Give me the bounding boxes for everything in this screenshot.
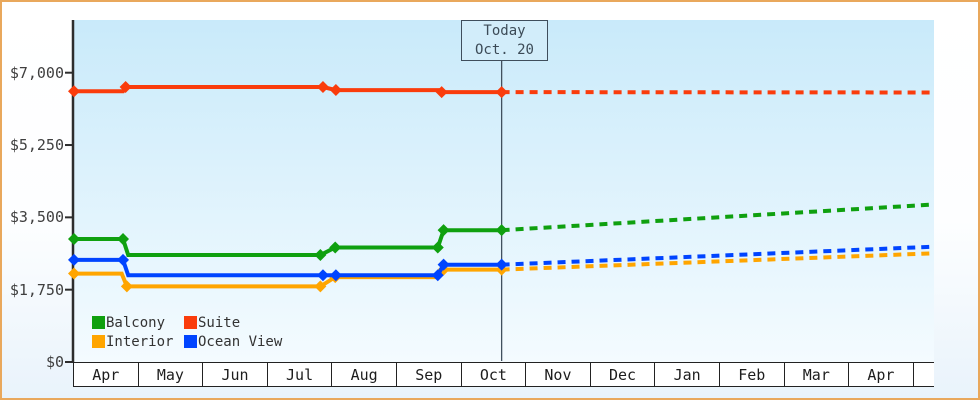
y-axis-label: $0	[45, 353, 64, 371]
month-axis: Apr May Jun Jul Aug Sep Oct Nov Dec Jan Feb Mar Apr	[73, 362, 934, 387]
series-interior-forecast-line	[501, 251, 934, 272]
series-ocean-view-forecast-line	[501, 244, 934, 267]
month-cell-dec-8: Dec	[591, 363, 656, 386]
today-date: Oct. 20	[474, 41, 534, 58]
month-cell-apr-12: Apr	[849, 363, 914, 386]
y-axis-label: $7,000	[9, 63, 64, 82]
legend-label: Ocean View	[198, 333, 283, 350]
series-balcony-marker	[329, 241, 342, 254]
legend-label: Interior	[106, 333, 174, 350]
series-balcony-marker	[495, 224, 508, 237]
month-cell-jan-9: Jan	[655, 363, 720, 386]
month-cell-may-1: May	[139, 363, 204, 386]
series-ocean-view-marker	[329, 269, 342, 282]
month-cell-apr-0: Apr	[74, 363, 139, 386]
legend-item-balcony: Balcony	[92, 313, 184, 332]
series-suite-marker	[435, 86, 448, 99]
series-interior-marker	[120, 280, 133, 293]
month-cell-aug-4: Aug	[332, 363, 397, 386]
series-suite-marker	[495, 86, 508, 99]
series-suite-marker	[119, 80, 132, 93]
series-ocean-view-marker	[437, 258, 450, 271]
month-cell-feb-10: Feb	[720, 363, 785, 386]
y-axis-label: $3,500	[9, 208, 64, 227]
month-cell-sep-5: Sep	[397, 363, 462, 386]
today-annotation-box: Today Oct. 20	[461, 20, 548, 61]
month-cell-empty	[914, 363, 934, 386]
month-cell-jul-3: Jul	[268, 363, 333, 386]
series-ocean-view-marker	[431, 269, 444, 282]
month-cell-mar-11: Mar	[785, 363, 850, 386]
legend-swatch-icon	[92, 316, 105, 329]
y-axis-label: $5,250	[9, 136, 64, 155]
series-suite-marker	[68, 85, 80, 98]
legend-swatch-icon	[184, 335, 197, 348]
legend-item-ocean-view: Ocean View	[184, 332, 282, 351]
month-cell-oct-6: Oct	[462, 363, 527, 386]
series-balcony-marker	[68, 233, 80, 246]
series-balcony-forecast-line	[501, 202, 934, 233]
legend-label: Suite	[198, 314, 241, 331]
series-balcony-marker	[117, 233, 130, 246]
series-interior-marker	[314, 280, 327, 293]
legend-item-suite: Suite	[184, 313, 282, 332]
legend-swatch-icon	[184, 316, 197, 329]
legend: Balcony Suite Interior Ocean View	[92, 313, 282, 351]
series-suite-marker	[316, 80, 329, 93]
series-interior-marker	[68, 267, 80, 280]
month-cell-nov-7: Nov	[526, 363, 591, 386]
today-label: Today	[483, 22, 526, 39]
plot-background	[74, 20, 934, 362]
series-balcony-marker	[437, 224, 450, 237]
legend-item-interior: Interior	[92, 332, 184, 351]
series-suite-marker	[329, 84, 342, 97]
y-axis-label: $1,750	[9, 280, 64, 299]
series-balcony-marker	[314, 248, 327, 261]
series-ocean-view-marker	[68, 253, 80, 266]
series-ocean-view-marker	[117, 253, 130, 266]
series-ocean-view-marker	[316, 269, 329, 282]
legend-label: Balcony	[106, 314, 166, 331]
series-balcony-marker	[431, 241, 444, 254]
series-ocean-view-marker	[495, 258, 508, 271]
legend-swatch-icon	[92, 335, 105, 348]
month-cell-jun-2: Jun	[203, 363, 268, 386]
